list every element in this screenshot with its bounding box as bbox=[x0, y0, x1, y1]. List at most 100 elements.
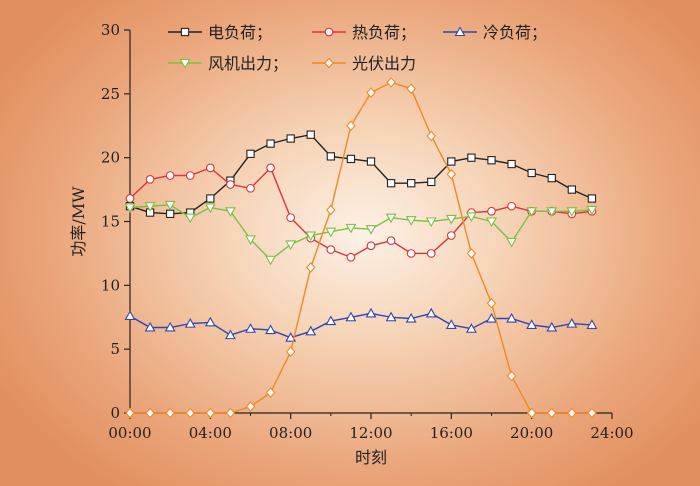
data-point bbox=[165, 171, 175, 180]
data-point bbox=[345, 311, 357, 322]
data-point bbox=[466, 248, 477, 259]
data-point bbox=[184, 318, 196, 328]
data-point bbox=[487, 206, 496, 216]
data-point bbox=[124, 203, 136, 214]
x-ticks: 00:00 04:00 08:00 12:00 16:00 20:00 24:00 bbox=[108, 413, 634, 442]
data-point bbox=[486, 217, 497, 228]
legend-marker bbox=[180, 27, 190, 37]
data-point bbox=[526, 207, 538, 217]
data-point bbox=[386, 179, 396, 188]
data-point bbox=[486, 297, 497, 309]
data-point bbox=[205, 407, 216, 419]
data-point bbox=[507, 201, 516, 211]
data-point bbox=[185, 407, 195, 419]
data-point bbox=[446, 231, 456, 240]
data-point bbox=[125, 407, 135, 419]
data-point bbox=[546, 321, 558, 332]
data-point bbox=[325, 315, 337, 326]
data-point bbox=[446, 168, 457, 180]
y-tick-label: 15 bbox=[101, 213, 120, 231]
series-line bbox=[130, 81, 592, 414]
legend-item: 风机出力； bbox=[168, 54, 288, 73]
legend-label: 冷负荷； bbox=[483, 23, 547, 42]
data-point bbox=[465, 212, 477, 223]
data-point bbox=[144, 202, 156, 212]
data-point bbox=[486, 312, 497, 323]
series-line bbox=[129, 204, 592, 261]
data-point bbox=[385, 311, 397, 322]
data-point bbox=[245, 235, 256, 245]
data-point bbox=[467, 153, 476, 162]
legend-item: 电负荷； bbox=[168, 23, 272, 42]
data-point bbox=[326, 152, 335, 161]
data-point bbox=[206, 194, 215, 203]
legend: 电负荷； 热负荷； 冷负荷； 风机出力； 光伏出力 bbox=[168, 23, 547, 73]
data-point bbox=[285, 332, 297, 342]
data-point bbox=[326, 204, 336, 216]
data-point bbox=[445, 214, 457, 225]
series-2 bbox=[124, 307, 598, 342]
data-point bbox=[184, 213, 196, 224]
data-point bbox=[265, 255, 277, 266]
series-0 bbox=[125, 130, 597, 218]
series-line bbox=[129, 312, 592, 339]
data-point bbox=[487, 156, 496, 165]
legend-marker bbox=[179, 58, 191, 69]
data-point bbox=[507, 159, 516, 169]
y-tick-label: 5 bbox=[110, 340, 120, 358]
legend-marker bbox=[454, 26, 466, 37]
data-point bbox=[526, 319, 538, 329]
data-point bbox=[265, 324, 277, 335]
y-tick-label: 25 bbox=[101, 85, 120, 103]
data-point bbox=[226, 180, 235, 189]
data-point bbox=[145, 407, 155, 419]
data-point bbox=[546, 207, 558, 217]
legend-label: 风机出力； bbox=[208, 54, 288, 73]
data-point bbox=[346, 120, 356, 132]
legend-item: 光伏出力 bbox=[312, 54, 416, 73]
x-tick-label: 04:00 bbox=[189, 424, 232, 442]
x-tick-label: 08:00 bbox=[269, 424, 312, 442]
data-point bbox=[547, 173, 556, 183]
series-4 bbox=[125, 77, 597, 419]
legend-label: 光伏出力 bbox=[352, 54, 416, 73]
data-point bbox=[224, 329, 236, 340]
data-point bbox=[425, 307, 437, 318]
legend-label: 热负荷； bbox=[352, 23, 416, 42]
data-point bbox=[286, 213, 296, 223]
data-point bbox=[224, 207, 236, 217]
data-point bbox=[185, 171, 195, 180]
data-point bbox=[586, 205, 598, 216]
data-point bbox=[346, 154, 356, 164]
x-tick-label: 20:00 bbox=[510, 424, 553, 442]
data-point bbox=[427, 177, 436, 187]
x-tick-label: 12:00 bbox=[349, 424, 392, 442]
data-point bbox=[405, 312, 417, 323]
series-3 bbox=[124, 200, 598, 266]
legend-item: 冷负荷； bbox=[443, 23, 547, 42]
data-point bbox=[286, 134, 295, 143]
data-point bbox=[145, 175, 155, 184]
data-point bbox=[406, 83, 416, 95]
data-point bbox=[266, 139, 275, 148]
data-point bbox=[445, 319, 457, 329]
y-tick-label: 10 bbox=[101, 276, 120, 294]
data-point bbox=[306, 130, 315, 139]
data-point bbox=[125, 194, 135, 203]
data-point bbox=[305, 231, 317, 242]
data-point bbox=[205, 163, 215, 173]
data-point bbox=[204, 316, 216, 327]
series-1 bbox=[125, 163, 597, 262]
data-point bbox=[265, 387, 276, 398]
data-point bbox=[406, 249, 416, 258]
data-point bbox=[164, 321, 176, 332]
data-point bbox=[386, 77, 396, 88]
data-point bbox=[506, 370, 517, 382]
data-point bbox=[266, 163, 275, 173]
data-point bbox=[566, 318, 578, 328]
y-tick-label: 20 bbox=[101, 149, 120, 167]
data-point bbox=[325, 227, 337, 238]
data-point bbox=[506, 237, 518, 248]
data-point bbox=[586, 319, 598, 329]
y-tick-label: 0 bbox=[110, 404, 120, 422]
